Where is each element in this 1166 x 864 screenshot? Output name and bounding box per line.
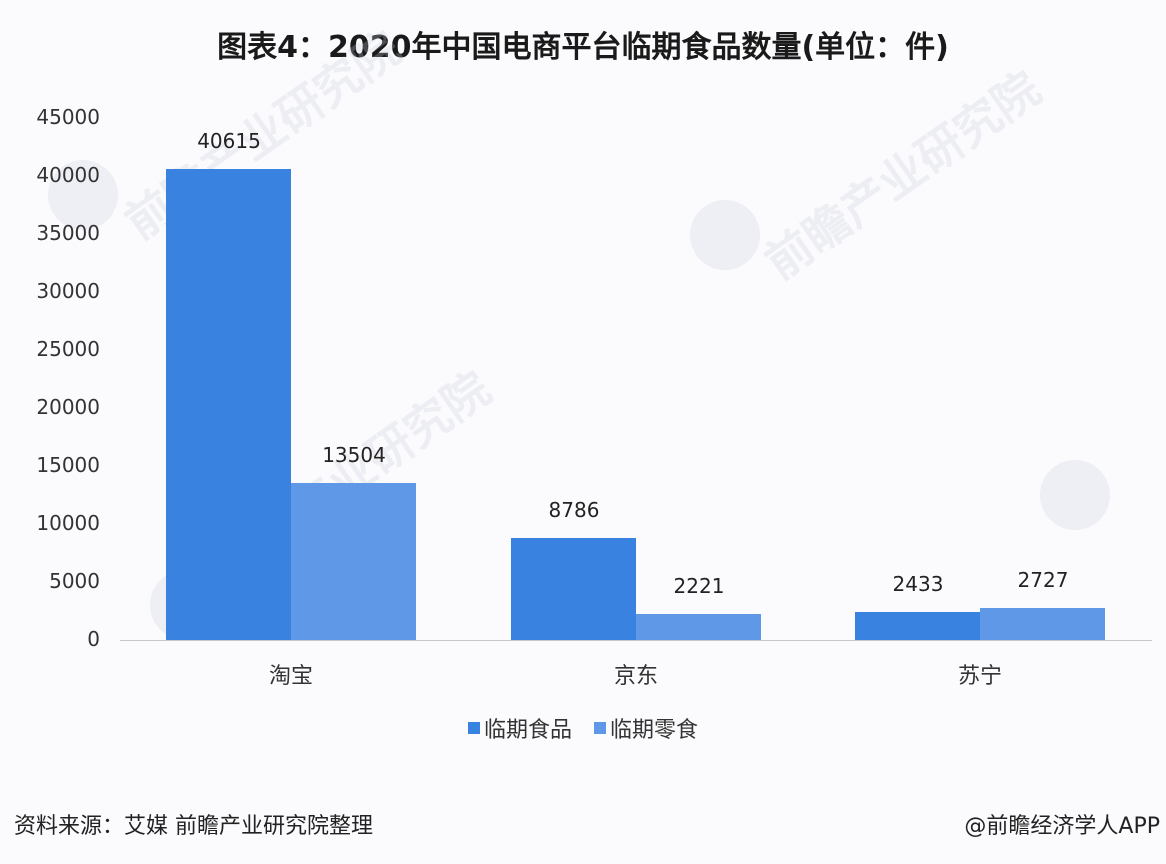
data-label: 40615 <box>197 128 261 153</box>
x-category-label: 京东 <box>613 664 658 689</box>
bar-expiring-snacks <box>291 483 416 640</box>
bar-expiring-snacks <box>636 614 761 640</box>
legend-swatch-icon <box>594 722 606 734</box>
data-label: 2221 <box>673 574 725 599</box>
legend-item: 临期食品 <box>467 712 572 744</box>
y-tick-label: 45000 <box>36 105 100 129</box>
bar-expiring-food <box>511 538 636 640</box>
data-label: 8786 <box>548 498 600 523</box>
legend-label: 临期零食 <box>610 718 699 743</box>
bar-expiring-snacks <box>980 608 1105 640</box>
x-category-label: 苏宁 <box>957 664 1002 689</box>
y-tick-label: 20000 <box>36 395 100 419</box>
bar-expiring-food <box>855 611 980 640</box>
data-label: 2727 <box>1017 568 1069 593</box>
chart-title: 图表4：2020年中国电商平台临期食品数量(单位：件) <box>217 30 949 65</box>
legend-label: 临期食品 <box>483 718 572 743</box>
y-tick-label: 15000 <box>36 453 100 477</box>
y-tick-label: 0 <box>87 627 100 651</box>
y-tick-label: 10000 <box>36 511 100 535</box>
data-label: 13504 <box>322 443 386 468</box>
credit-note: @前瞻经济学人APP <box>964 814 1160 839</box>
source-note: 资料来源：艾媒 前瞻产业研究院整理 <box>14 814 373 839</box>
legend-swatch-icon <box>467 722 480 734</box>
x-axis-line <box>120 640 1152 641</box>
y-tick-label: 5000 <box>49 569 100 593</box>
legend-item: 临期零食 <box>594 712 698 744</box>
y-tick-label: 40000 <box>36 163 100 187</box>
y-tick-label: 30000 <box>36 279 100 303</box>
bar-expiring-food <box>166 168 291 640</box>
y-tick-label: 35000 <box>36 221 100 245</box>
y-tick-label: 25000 <box>36 337 100 361</box>
legend: 临期食品 临期零食 <box>0 712 1166 744</box>
data-label: 2433 <box>892 571 944 596</box>
x-category-label: 淘宝 <box>268 664 313 689</box>
